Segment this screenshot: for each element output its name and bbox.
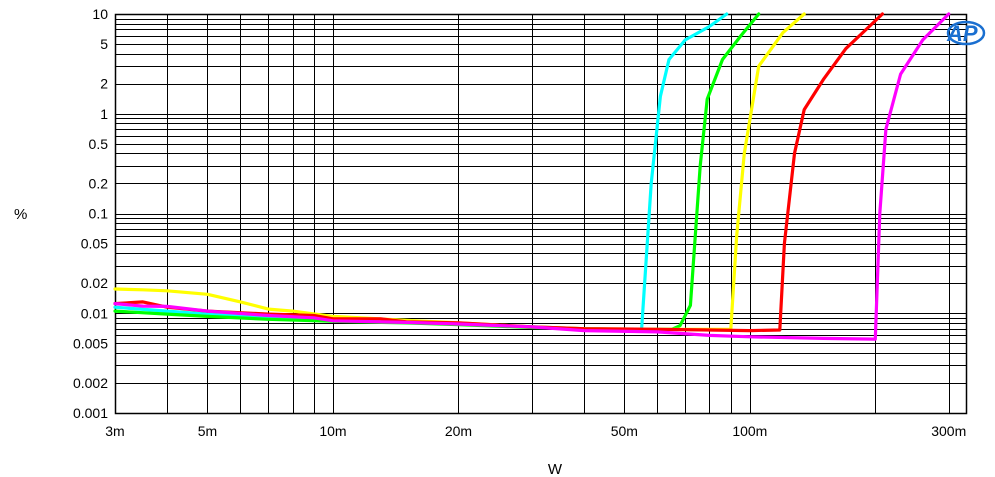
x-tick-label: 3m (105, 423, 124, 439)
y-tick-label: 0.1 (89, 206, 109, 222)
ap-logo-text: AP (946, 21, 978, 46)
y-axis-label: % (14, 206, 27, 223)
ap-logo-ring-icon (946, 20, 986, 46)
y-tick-label: 0.001 (73, 405, 108, 421)
ap-logo: AP (946, 20, 986, 46)
x-tick-label: 100m (732, 423, 767, 439)
plot-frame (114, 13, 968, 415)
series-group (113, 12, 951, 341)
x-tick-label: 10m (319, 423, 346, 439)
x-axis-label: W (548, 461, 563, 477)
x-tick-label: 5m (198, 423, 217, 439)
series-line-5 (113, 12, 951, 341)
grid (114, 13, 968, 415)
y-tick-label: 0.2 (89, 175, 109, 191)
y-tick-label: 0.02 (81, 275, 108, 291)
y-tick-label: 0.002 (73, 375, 108, 391)
y-tick-label: 2 (100, 76, 108, 92)
y-tick-label: 0.05 (81, 236, 108, 252)
x-axis-ticks: 3m 5m 10m 20m 50m 100m 300m (105, 423, 966, 439)
y-tick-label: 10 (92, 6, 108, 22)
y-tick-label: 0.5 (89, 136, 109, 152)
x-tick-label: 50m (611, 423, 638, 439)
series-line-1 (113, 12, 729, 331)
y-tick-label: 0.01 (81, 305, 108, 321)
y-tick-label: 1 (100, 106, 108, 122)
x-tick-label: 300m (931, 423, 966, 439)
y-tick-label: 0.005 (73, 335, 108, 351)
y-axis-ticks: 10 5 2 1 0.5 0.2 0.1 0.05 0.02 0.01 0.005 0.002 0.00… (73, 6, 108, 421)
series-line-2 (113, 12, 761, 331)
y-tick-label: 5 (100, 36, 108, 52)
x-tick-label: 20m (445, 423, 472, 439)
